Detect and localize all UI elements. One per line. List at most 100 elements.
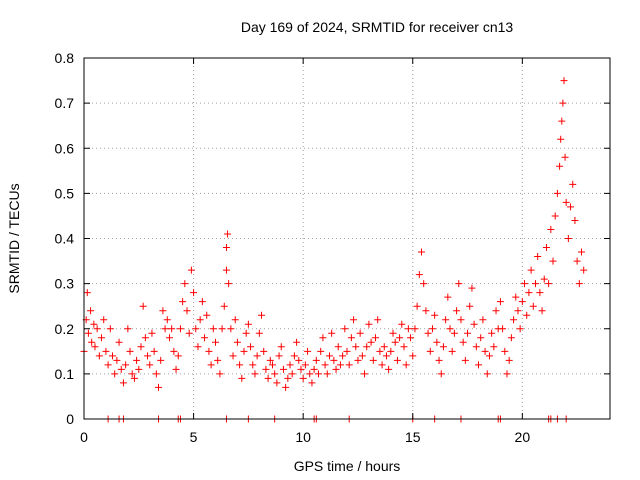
data-point	[339, 352, 347, 360]
data-point	[84, 329, 92, 337]
data-point	[380, 343, 388, 351]
data-point	[144, 352, 152, 360]
data-point	[514, 307, 522, 315]
data-point	[222, 244, 230, 252]
data-point	[284, 374, 292, 382]
y-tick-label: 0.7	[55, 95, 75, 111]
y-tick-label: 0.2	[55, 321, 75, 337]
data-point	[413, 302, 421, 310]
data-point	[551, 212, 559, 220]
data-point	[400, 343, 408, 351]
data-point	[371, 334, 379, 342]
data-point	[183, 307, 191, 315]
data-point	[369, 356, 377, 364]
data-point	[122, 361, 130, 369]
data-point	[229, 352, 237, 360]
chart-title: Day 169 of 2024, SRMTID for receiver cn1…	[241, 19, 514, 35]
data-point	[224, 230, 232, 238]
y-tick-label: 0.3	[55, 276, 75, 292]
data-point	[295, 356, 303, 364]
data-point	[135, 365, 143, 373]
data-point	[407, 334, 415, 342]
data-point	[108, 352, 116, 360]
data-point	[304, 347, 312, 355]
data-point	[165, 334, 173, 342]
data-point	[139, 302, 147, 310]
data-point	[328, 329, 336, 337]
data-point	[450, 329, 458, 337]
data-point	[93, 325, 101, 333]
data-point	[133, 356, 141, 364]
data-point	[525, 289, 533, 297]
data-point	[538, 307, 546, 315]
data-point	[205, 347, 213, 355]
grid-lines	[84, 58, 610, 419]
data-point	[102, 347, 110, 355]
data-point	[231, 316, 239, 324]
data-point	[163, 316, 171, 324]
data-point	[317, 347, 325, 355]
data-point	[141, 334, 149, 342]
data-point	[428, 325, 436, 333]
data-point	[325, 352, 333, 360]
data-point	[439, 343, 447, 351]
data-point	[481, 347, 489, 355]
data-point	[444, 293, 452, 301]
data-point	[402, 361, 410, 369]
data-point	[501, 347, 509, 355]
data-point	[420, 280, 428, 288]
data-point	[137, 343, 145, 351]
data-point	[424, 329, 432, 337]
data-point	[268, 361, 276, 369]
data-point	[297, 365, 305, 373]
data-point	[490, 343, 498, 351]
data-point	[457, 316, 465, 324]
data-point	[431, 311, 439, 319]
data-point	[453, 307, 461, 315]
x-tick-label: 0	[80, 429, 88, 445]
data-point	[422, 307, 430, 315]
data-point	[391, 338, 399, 346]
data-point	[561, 153, 569, 161]
data-point	[181, 280, 189, 288]
data-point	[352, 343, 360, 351]
data-point	[100, 316, 108, 324]
data-point	[128, 370, 136, 378]
axis-ticks: 0 0.1 0.2 0.3 0.4 0.5 0.6 0.7 0.8 0 5 10 15 20	[55, 50, 610, 445]
data-point	[194, 343, 202, 351]
data-point	[299, 374, 307, 382]
data-point	[306, 370, 314, 378]
data-point	[266, 356, 274, 364]
data-point	[225, 280, 233, 288]
data-point	[437, 370, 445, 378]
data-point	[203, 311, 211, 319]
x-tick-label: 15	[405, 429, 421, 445]
data-point	[253, 352, 261, 360]
data-point	[236, 361, 244, 369]
data-point	[477, 334, 485, 342]
data-point	[148, 329, 156, 337]
data-point	[557, 135, 565, 143]
data-point	[207, 361, 215, 369]
data-point	[319, 334, 327, 342]
data-point	[315, 370, 323, 378]
x-tick-label: 20	[515, 429, 531, 445]
data-point	[472, 343, 480, 351]
data-point	[251, 370, 259, 378]
data-point	[556, 162, 564, 170]
data-point	[159, 307, 167, 315]
data-point	[448, 347, 456, 355]
data-point	[567, 203, 575, 211]
data-point	[461, 356, 469, 364]
data-point	[196, 316, 204, 324]
y-axis-label: SRMTID / TECUs	[6, 183, 22, 293]
data-point	[418, 248, 426, 256]
data-point	[130, 374, 138, 382]
data-point	[209, 325, 217, 333]
data-point	[155, 383, 163, 391]
y-tick-label: 0	[66, 411, 74, 427]
data-point	[361, 370, 369, 378]
data-point	[468, 284, 476, 292]
data-point	[249, 361, 257, 369]
data-point	[531, 280, 539, 288]
